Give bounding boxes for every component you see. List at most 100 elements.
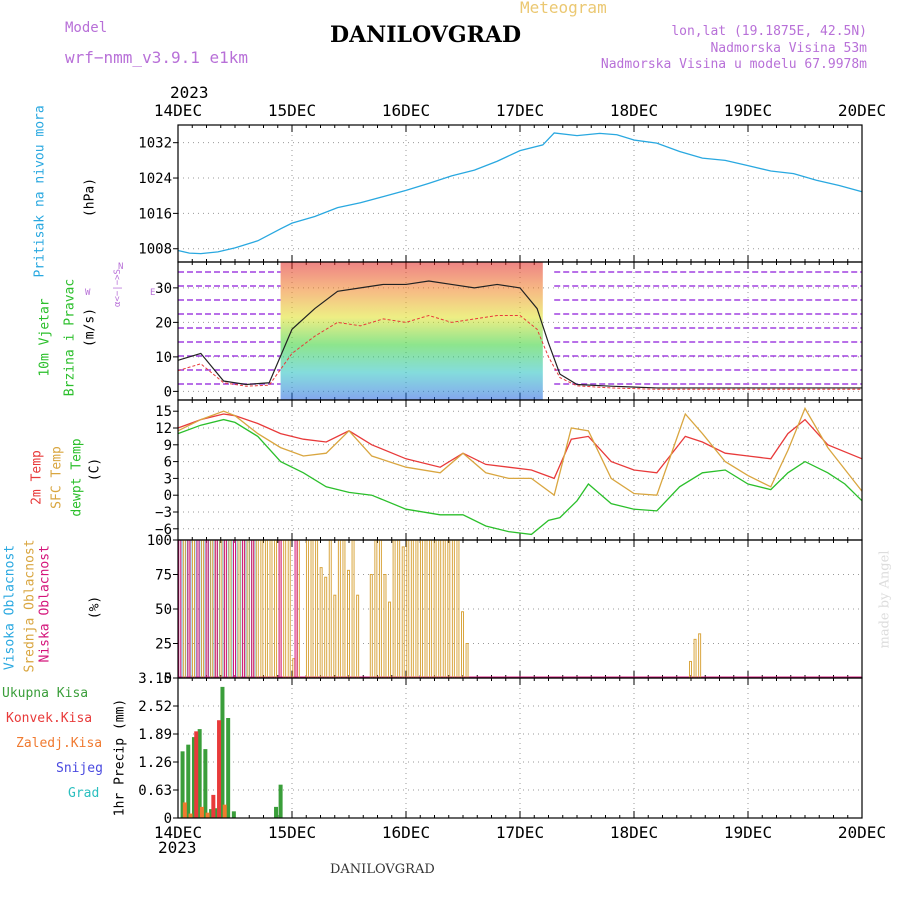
y-tick-label: 1.89 (138, 727, 172, 743)
panel-frame (177, 677, 863, 819)
cloud-bar (287, 539, 291, 679)
cloud-bar (233, 539, 236, 679)
y-tick-label: 9 (164, 438, 172, 454)
lonlat-label: lon,lat (19.1875E, 42.5N) (671, 24, 867, 39)
station-title: DANILOVGRAD (330, 22, 522, 48)
y-tick-label: 0 (164, 488, 172, 504)
cloud-bar (239, 539, 243, 679)
cloud-bar (178, 539, 182, 679)
cloud-bar (419, 539, 423, 679)
x-tick-label-bottom: 18DEC (610, 823, 658, 842)
precip-bar (226, 718, 231, 818)
cloud-bar (274, 539, 278, 679)
x-tick-label-bottom: 20DEC (838, 823, 886, 842)
model-label: Model (65, 20, 108, 36)
precip-bar (191, 737, 196, 818)
cloud-bar (310, 539, 314, 679)
y-tick-label: 3.15 (138, 671, 172, 687)
y-tick-label: 2.52 (138, 699, 172, 715)
series-line (177, 418, 863, 536)
y-tick-label: 0.63 (138, 783, 172, 799)
cloud-bar (214, 539, 218, 679)
cloud-bar (315, 539, 319, 679)
cloud-bar (337, 539, 341, 679)
cloud-bar (198, 539, 202, 679)
cloud-bar (429, 539, 433, 679)
cloud-bar (356, 594, 360, 679)
x-tick-label-top: 15DEC (268, 101, 316, 120)
x-tick-label-top: 20DEC (838, 101, 886, 120)
cloud-bar (207, 539, 211, 679)
y-tick-label: 1008 (138, 242, 172, 258)
cloud-bar (374, 539, 378, 679)
wind-barb-band (280, 262, 543, 400)
cloud-bar (294, 539, 298, 679)
cloud-bar (194, 539, 198, 679)
compass-e: E (150, 288, 156, 298)
y-tick-label: 1.26 (138, 755, 172, 771)
x-tick-label-top: 19DEC (724, 101, 772, 120)
cloud-bar (185, 539, 189, 679)
cloud-bar (383, 574, 387, 679)
cloud-bar (244, 539, 248, 679)
cloud-bar (392, 539, 396, 679)
cloud-bar (248, 539, 252, 679)
cloud-bar (406, 539, 410, 679)
x-tick-label-bottom: 19DEC (724, 823, 772, 842)
cloud-bar (433, 539, 437, 679)
precip-strat-label: Zaledj.Kisa (16, 736, 103, 751)
precip-bar (199, 806, 204, 818)
model-name: wrf−nmm_v3.9.1 e1km (65, 48, 249, 67)
y-tick-label: 3 (164, 471, 172, 487)
cloud-bar (438, 539, 442, 679)
series-line (177, 413, 863, 480)
y-tick-label: 0 (164, 671, 172, 687)
y-tick-label: 1024 (138, 171, 172, 187)
precip-bar (274, 806, 279, 818)
y-tick-label: 0 (164, 384, 172, 400)
y-tick-label: 10 (155, 350, 172, 366)
precip-bar (209, 809, 214, 818)
y-tick-label: 75 (155, 568, 172, 584)
x-tick-label-bottom: 15DEC (268, 823, 316, 842)
y-tick-label: 100 (147, 533, 172, 549)
precip-bar (214, 808, 219, 818)
cloud-bar (319, 567, 323, 679)
cloud-bar (278, 539, 282, 679)
cloud-bar (378, 539, 382, 679)
y-tick-label: 0 (164, 811, 172, 827)
cloud-bar (237, 539, 241, 679)
cloud-bar (255, 539, 259, 679)
series-line-wind_speed (177, 314, 862, 390)
cloud-bar (228, 539, 232, 679)
y-tick-label: 20 (155, 315, 172, 331)
compass-n: N (118, 262, 124, 272)
cloud-bar (264, 539, 268, 679)
cloud-bar (180, 539, 184, 679)
series-line (177, 132, 863, 255)
cloud-bar (442, 539, 446, 679)
series-line-wind_gust (177, 280, 862, 389)
cloud-bar (235, 539, 239, 679)
cloud-bar (369, 574, 373, 679)
precip-bar (197, 729, 202, 818)
series-line (177, 406, 863, 497)
footer-station: DANILOVGRAD (330, 862, 435, 877)
precip-bar (217, 720, 222, 818)
precip-conv-label: Konvek.Kisa (6, 711, 93, 726)
y-tick-label: 50 (155, 602, 172, 618)
cloud-bar (305, 539, 309, 679)
elevation-label: Nadmorska Visina 53m (710, 41, 867, 56)
precip-bar (205, 812, 210, 818)
precip-total-label: Ukupna Kisa (2, 686, 89, 701)
cloud-bar (424, 539, 428, 679)
cloud-bar (698, 633, 702, 679)
cloud-bar (347, 569, 350, 679)
cloud-bar (693, 638, 697, 679)
cloud-bar (205, 539, 209, 679)
model-elevation-label: Nadmorska Visina u modelu 67.9978m (600, 57, 867, 72)
precip-bar (188, 813, 193, 818)
precip-bar (231, 811, 236, 818)
cloud-bar (182, 539, 186, 679)
